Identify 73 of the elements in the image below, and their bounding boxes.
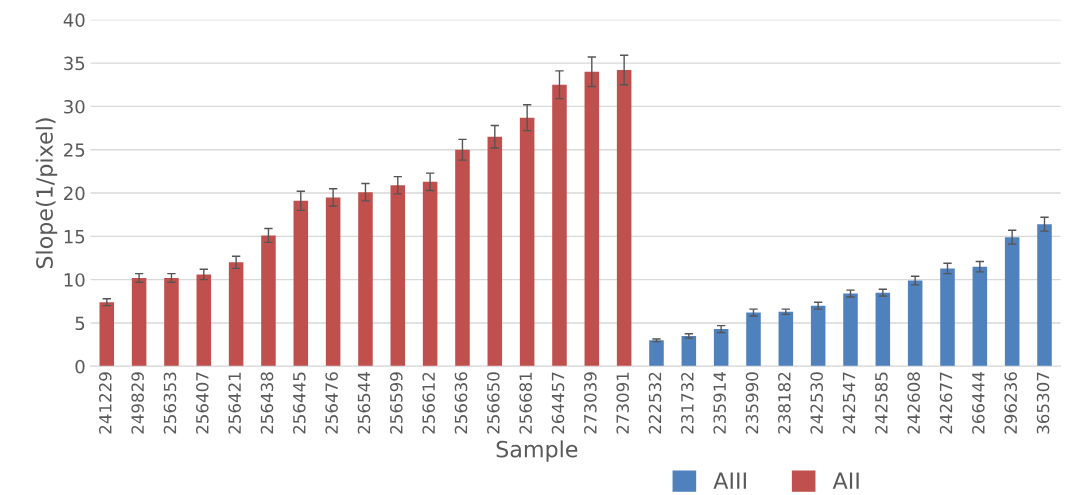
bar xyxy=(746,312,761,367)
y-tick-label: 30 xyxy=(64,99,85,114)
x-tick-label: 242677 xyxy=(939,372,953,434)
x-axis-title: Sample xyxy=(496,440,578,462)
x-tick-label: 256612 xyxy=(422,372,435,434)
x-tick-label: 256650 xyxy=(487,372,500,434)
bar xyxy=(519,117,535,367)
y-tick-label: 40 xyxy=(63,13,85,27)
bar xyxy=(907,280,923,367)
x-tick-label: 235914 xyxy=(713,372,726,434)
bar xyxy=(681,335,697,367)
x-tick-label: 256353 xyxy=(163,372,177,434)
bar xyxy=(972,266,988,367)
bar xyxy=(164,277,179,367)
x-tick-label: 242547 xyxy=(842,372,856,434)
x-tick-label: 264457 xyxy=(551,372,565,434)
x-tick-label: 256544 xyxy=(357,372,371,434)
x-tick-label: 273091 xyxy=(616,372,629,434)
y-axis-title: Slope(1/pixel) xyxy=(35,118,58,269)
bar xyxy=(358,192,373,367)
bar xyxy=(390,185,406,367)
bar xyxy=(228,262,244,367)
x-tick-label: 231732 xyxy=(681,372,694,434)
bar xyxy=(99,302,115,367)
bar xyxy=(778,311,794,367)
x-tick-label: 241229 xyxy=(99,372,112,434)
bar xyxy=(261,235,276,367)
bar xyxy=(131,277,147,367)
bar xyxy=(1004,237,1020,367)
x-tick-label: 256438 xyxy=(260,372,274,434)
x-tick-label: 249829 xyxy=(131,372,144,434)
bar xyxy=(293,200,309,367)
x-tick-label: 242585 xyxy=(875,372,888,434)
x-tick-label: 273039 xyxy=(584,372,597,434)
x-tick-label: 222532 xyxy=(648,372,662,434)
bar xyxy=(875,292,891,367)
bar xyxy=(649,340,664,367)
x-tick-label: 296236 xyxy=(1004,372,1017,434)
bar xyxy=(196,274,212,367)
bar xyxy=(843,293,858,367)
legend-label: AIII xyxy=(713,472,746,489)
bar xyxy=(325,197,341,367)
x-tick-label: 242530 xyxy=(810,372,823,434)
y-tick-label: 0 xyxy=(75,359,85,374)
x-tick-label: 235990 xyxy=(745,372,759,434)
bar xyxy=(455,149,470,367)
bar xyxy=(422,181,438,367)
x-tick-label: 256421 xyxy=(228,372,241,434)
x-tick-label: 256476 xyxy=(325,372,338,434)
y-tick-label: 10 xyxy=(64,273,85,287)
bar xyxy=(1037,224,1052,367)
x-tick-label: 256636 xyxy=(454,372,468,434)
x-tick-label: 266444 xyxy=(972,372,985,434)
bar xyxy=(940,268,955,367)
y-tick-label: 5 xyxy=(75,316,85,331)
x-tick-label: 256407 xyxy=(196,372,209,434)
x-tick-label: 256445 xyxy=(293,372,306,434)
y-tick-label: 15 xyxy=(64,230,85,244)
x-tick-label: 242608 xyxy=(907,372,920,434)
y-tick-label: 25 xyxy=(64,143,85,157)
bar xyxy=(552,84,567,367)
legend-label: AII xyxy=(832,472,859,489)
y-tick-label: 35 xyxy=(64,56,85,71)
bar xyxy=(616,70,632,367)
x-tick-label: 256681 xyxy=(519,372,532,434)
x-tick-label: 256599 xyxy=(390,372,403,434)
y-tick-label: 20 xyxy=(64,186,85,201)
x-tick-label: 238182 xyxy=(778,372,791,434)
bar xyxy=(713,329,729,367)
x-tick-label: 365307 xyxy=(1036,372,1050,434)
bar xyxy=(584,71,600,367)
bar xyxy=(487,136,503,367)
bar xyxy=(810,305,826,367)
